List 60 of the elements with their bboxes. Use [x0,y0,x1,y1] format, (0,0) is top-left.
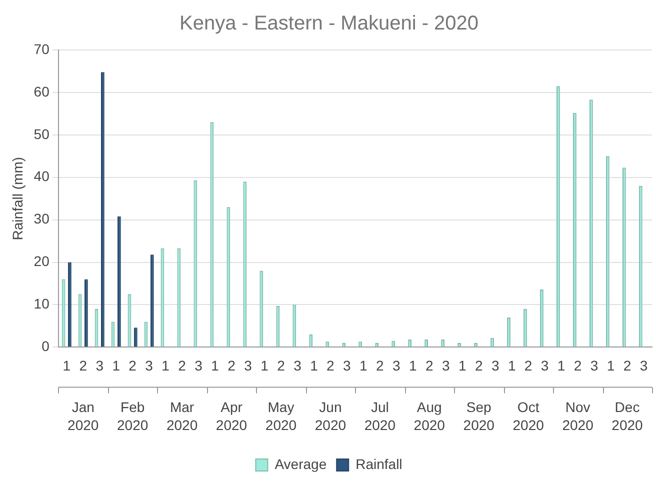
x-tick-label: 1 [62,357,71,374]
x-tick-label: 2 [128,357,137,374]
x-tick-label: 3 [442,357,450,374]
x-tick-label: 2 [474,357,483,374]
x-tick-label: 2 [277,357,286,374]
x-tick-label: 3 [540,357,549,374]
text: Dec 2020 [612,399,644,434]
x-tick-label: 3 [491,357,500,374]
x-tick-label: 2 [623,357,632,374]
text: Jan 2020 [68,399,99,434]
text: Jun 2020 [314,399,346,434]
y-tick-label: 60 [34,83,50,100]
text: Mar 2020 [166,399,198,434]
x-tick-label: 2 [574,357,582,374]
x-tick-label: 2 [79,357,88,374]
y-tick-label: 40 [34,168,50,184]
x-tick-label: 3 [343,357,352,374]
y-axis-title: Rainfall (mm) [9,156,26,240]
text: Jul 2020 [364,399,396,434]
text: Nov 2020 [562,399,594,434]
y-tick-label: 0 [42,338,50,354]
x-tick-label: 2 [425,357,434,374]
text: Feb 2020 [117,399,148,434]
x-tick-label: 1 [557,357,566,374]
x-tick-label: 2 [228,357,236,374]
chart-title: Kenya - Eastern - Makueni - 2020 [179,12,479,35]
x-tick-label: 2 [376,357,384,374]
text: Sep 2020 [463,399,495,434]
x-tick-label: 1 [112,357,120,374]
x-tick-label: 2 [524,357,532,374]
x-tick-label: 1 [458,357,466,374]
x-tick-label: 1 [162,357,170,374]
x-tick-label: 1 [260,357,269,374]
x-tick-label: 2 [178,357,186,374]
x-tick-label: 3 [244,357,252,374]
text: Oct 2020 [512,399,544,434]
legend-label: Rainfall [356,456,402,472]
x-tick-label: 3 [96,357,104,374]
x-tick-label: 3 [640,357,648,374]
x-tick-label: 3 [392,357,401,374]
x-tick-label: 1 [310,357,318,374]
y-tick-label: 10 [34,296,50,312]
x-tick-label: 1 [606,357,615,374]
x-tick-label: 3 [145,357,154,374]
x-tick-label: 1 [211,357,220,374]
y-tick-label: 70 [34,40,50,57]
legend-label: Average [274,456,327,472]
text: Aug 2020 [414,399,446,434]
text: Apr 2020 [216,399,248,434]
x-tick-label: 1 [508,357,516,374]
y-tick-label: 30 [34,210,50,227]
text: May 2020 [265,399,297,434]
x-tick-label: 2 [326,357,335,374]
x-tick-label: 3 [194,357,203,374]
x-tick-label: 1 [360,357,368,374]
x-tick-label: 3 [294,357,302,374]
y-tick-label: 50 [34,126,50,142]
x-tick-label: 1 [409,357,417,374]
y-tick-label: 20 [34,253,50,270]
x-tick-label: 3 [590,357,598,374]
